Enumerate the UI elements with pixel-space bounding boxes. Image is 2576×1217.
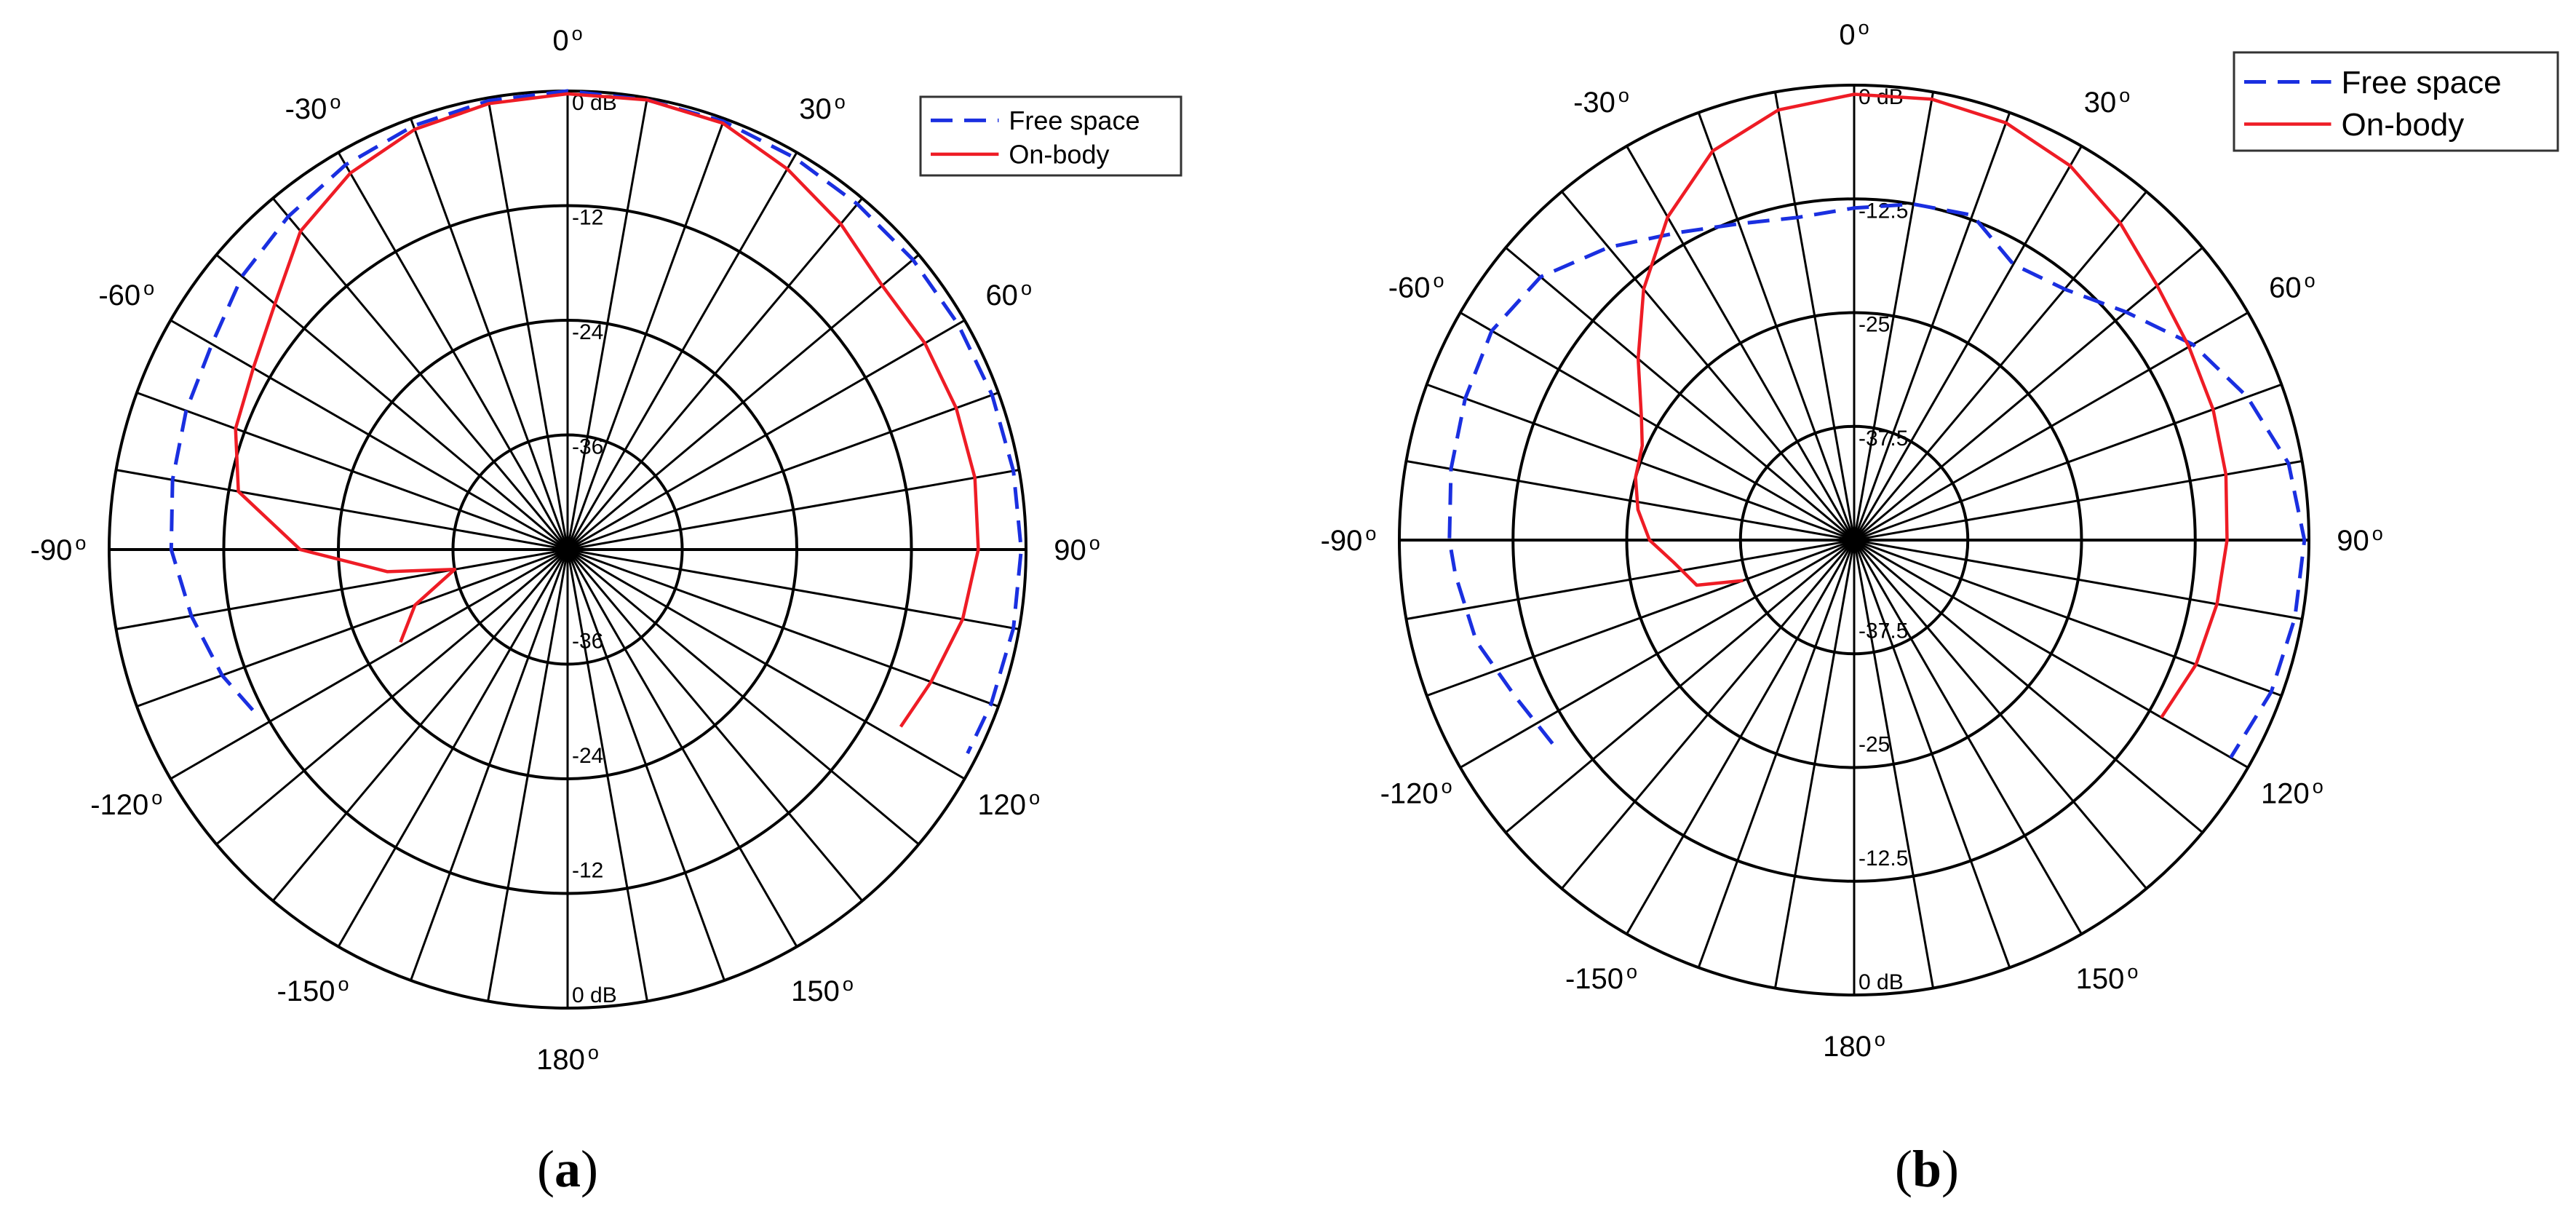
ring-label-bottom: -25 <box>1859 733 1890 757</box>
ring-label-top: -37.5 <box>1859 427 1908 451</box>
polar-grid-b <box>1398 84 2310 996</box>
ring-0 <box>451 433 684 666</box>
legend-entry: Free space <box>1009 106 1140 135</box>
legend-a: Free space On-body <box>919 95 1182 177</box>
angle-label: 30 o <box>2084 84 2131 119</box>
angle-label: -90 o <box>31 532 87 566</box>
angle-label: -60 o <box>1388 270 1444 304</box>
legend-b: Free space On-body <box>2233 51 2559 152</box>
ring-1 <box>337 319 798 780</box>
ring-2 <box>1511 197 2197 883</box>
legend-entry: On-body <box>2342 107 2465 143</box>
angle-label: -90 o <box>1321 523 1377 557</box>
angle-labels-b: 0 o 30 o 60 o 90 o 120 o 150 o 180 o -150 o -120 o -90 o -60… <box>1321 17 2383 1063</box>
ring-label-top: -25 <box>1859 313 1890 337</box>
angle-label: 90 o <box>2337 523 2383 557</box>
ring-label-bottom: 0 dB <box>572 983 617 1007</box>
polar-grid-a <box>108 90 1027 1010</box>
ring-label-bottom: 0 dB <box>1859 970 1904 994</box>
angle-label: 30 o <box>799 91 846 125</box>
legend-box <box>919 95 1182 177</box>
center-hub <box>1847 533 1861 547</box>
angle-label: -120 o <box>90 787 162 821</box>
ring-labels-b: 0 dB-12.5-25-37.5-37.5-25-12.50 dB <box>1859 85 1908 994</box>
angle-label: -120 o <box>1380 776 1452 810</box>
polar-chart-a: 0 dB-12-24-36-36-24-120 dB 0 o30 o60 o90 o12… <box>31 23 1182 1198</box>
angle-label: 120 o <box>2261 776 2323 810</box>
angle-label: 180 o <box>536 1042 599 1076</box>
ring-label-top: -36 <box>572 435 603 459</box>
ring-0 <box>1738 424 1970 656</box>
series-a <box>169 89 1023 755</box>
panel-label-a: (a) <box>537 1140 598 1198</box>
angle-label: 150 o <box>791 973 854 1007</box>
series-line-on-body <box>1634 92 2229 718</box>
angle-label: -30 o <box>1573 84 1629 119</box>
ring-1 <box>1625 311 2083 769</box>
ring-3 <box>1398 84 2310 996</box>
angle-label: -150 o <box>277 973 349 1007</box>
series-b <box>1447 92 2307 759</box>
ring-label-bottom: -12 <box>572 859 603 883</box>
angle-label: 60 o <box>985 277 1032 312</box>
polar-chart-b: 0 dB-12.5-25-37.5-37.5-25-12.50 dB 0 o30 o… <box>1321 17 2559 1198</box>
angle-label: -30 o <box>285 91 341 125</box>
ring-label-top: -12.5 <box>1859 199 1908 223</box>
panel-label-b: (b) <box>1895 1140 1959 1198</box>
legend-box <box>2233 51 2559 152</box>
legend-entry: On-body <box>1009 139 1109 169</box>
center-hub <box>560 542 575 557</box>
angle-label: 150 o <box>2076 961 2139 995</box>
angle-label: 90 o <box>1054 532 1100 566</box>
ring-label-top: -24 <box>572 320 603 344</box>
angle-label: -150 o <box>1565 961 1637 995</box>
ring-label-bottom: -36 <box>572 630 603 654</box>
angle-label: -60 o <box>98 277 154 312</box>
ring-label-bottom: -12.5 <box>1859 847 1908 871</box>
angle-label: 180 o <box>1823 1028 1885 1063</box>
ring-label-bottom: -37.5 <box>1859 619 1908 643</box>
series-line-free-space <box>169 89 1023 755</box>
angle-label: 120 o <box>977 787 1040 821</box>
ring-label-bottom: -24 <box>572 744 603 768</box>
angle-label: 60 o <box>2269 270 2315 304</box>
legend-entry: Free space <box>2342 65 2502 100</box>
series-line-on-body <box>234 92 980 728</box>
ring-label-top: -12 <box>572 206 603 230</box>
series-line-free-space <box>1447 202 2307 759</box>
ring-2 <box>222 204 913 895</box>
angle-labels-a: 0 o 30 o 60 o 90 o 120 o 150 o 180 o -150 o -120 o -90 o -60… <box>31 23 1100 1076</box>
